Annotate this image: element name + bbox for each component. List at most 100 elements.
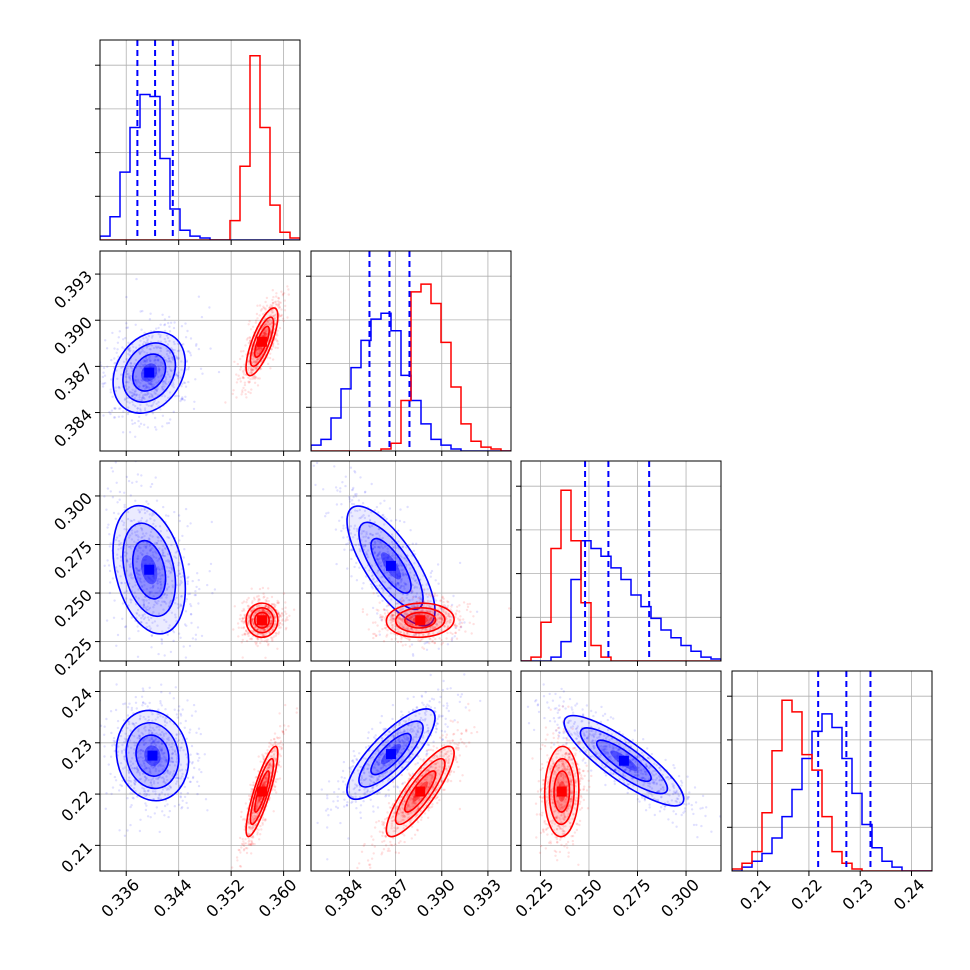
- scatter-point: [178, 784, 181, 787]
- scatter-point: [128, 779, 131, 782]
- panel-frame: [99, 250, 301, 452]
- scatter-point: [270, 322, 273, 325]
- scatter-point: [410, 616, 413, 619]
- scatter-point: [139, 408, 142, 412]
- scatter-point: [391, 626, 394, 629]
- scatter-point: [251, 629, 254, 633]
- scatter-point: [397, 582, 400, 585]
- scatter-point: [251, 357, 254, 360]
- scatter-point: [168, 809, 171, 813]
- scatter-point: [174, 355, 177, 358]
- scatter-point: [179, 722, 182, 725]
- scatter-point: [254, 611, 258, 614]
- scatter-point: [166, 769, 170, 772]
- scatter-point: [242, 626, 246, 629]
- scatter-point: [140, 581, 143, 584]
- scatter-point: [182, 381, 186, 384]
- scatter-point: [167, 321, 170, 325]
- scatter-point: [251, 377, 254, 381]
- scatter-point: [157, 708, 160, 711]
- scatter-point: [361, 608, 365, 611]
- scatter-point: [165, 353, 169, 356]
- scatter-point: [240, 641, 243, 644]
- scatter-point: [203, 753, 206, 756]
- scatter-point: [238, 377, 242, 380]
- scatter-point: [378, 557, 382, 560]
- scatter-point: [145, 520, 148, 523]
- scatter-point: [162, 551, 165, 554]
- scatter-point: [194, 590, 197, 593]
- scatter-point: [281, 623, 284, 626]
- scatter-point: [186, 580, 189, 583]
- scatter-point: [153, 378, 156, 381]
- scatter-point: [145, 500, 148, 503]
- scatter-point: [426, 616, 430, 619]
- scatter-point: [123, 737, 127, 740]
- scatter-point: [455, 609, 459, 612]
- scatter-point: [270, 348, 273, 351]
- scatter-point: [379, 565, 383, 568]
- scatter-point: [144, 363, 147, 366]
- scatter-point: [404, 557, 407, 560]
- scatter-point: [455, 624, 459, 628]
- scatter-point: [157, 340, 160, 343]
- scatter-point: [125, 397, 129, 400]
- scatter-point: [446, 625, 450, 628]
- scatter-point: [153, 603, 156, 607]
- scatter-point: [265, 605, 268, 608]
- scatter-point: [138, 385, 141, 388]
- scatter-point: [147, 601, 150, 605]
- scatter-point: [175, 372, 178, 376]
- scatter-point: [243, 383, 247, 387]
- scatter-point: [262, 608, 265, 612]
- scatter-point: [138, 425, 141, 428]
- scatter-point: [143, 511, 147, 515]
- scatter-point: [196, 572, 199, 575]
- scatter-point: [340, 529, 343, 533]
- scatter-point: [141, 585, 144, 589]
- scatter-point: [126, 560, 129, 563]
- scatter-point: [157, 326, 160, 330]
- scatter-point: [271, 636, 274, 639]
- scatter-point: [470, 632, 473, 635]
- scatter-point: [358, 517, 361, 520]
- scatter-point: [138, 778, 141, 781]
- scatter-point: [252, 360, 256, 364]
- scatter-point: [121, 519, 124, 523]
- scatter-point: [378, 601, 381, 604]
- scatter-point: [367, 536, 370, 539]
- scatter-point: [127, 406, 130, 409]
- scatter-point: [171, 760, 175, 764]
- scatter-point: [145, 555, 148, 558]
- scatter-point: [278, 736, 281, 739]
- scatter-point: [150, 634, 153, 637]
- scatter-point: [143, 605, 146, 608]
- scatter-point: [430, 593, 434, 596]
- scatter-point: [391, 614, 394, 617]
- scatter-point: [137, 508, 140, 512]
- scatter-point: [408, 616, 411, 619]
- scatter-point: [185, 360, 189, 363]
- scatter-point: [243, 373, 246, 376]
- scatter-point: [167, 585, 171, 588]
- scatter-point: [441, 618, 444, 621]
- scatter-point: [407, 544, 411, 547]
- scatter-point: [338, 519, 341, 522]
- scatter-point: [110, 731, 113, 735]
- scatter-point: [133, 518, 136, 522]
- scatter-point: [170, 369, 173, 373]
- scatter-point: [381, 627, 384, 631]
- scatter-point: [249, 827, 252, 831]
- scatter-point: [158, 558, 161, 561]
- scatter-point: [133, 748, 136, 751]
- scatter-point: [162, 368, 166, 371]
- scatter-point: [152, 782, 156, 785]
- scatter-point: [143, 397, 146, 401]
- scatter-point: [140, 508, 143, 511]
- scatter-point: [380, 541, 383, 545]
- scatter-point: [135, 480, 138, 483]
- scatter-point: [373, 540, 376, 543]
- scatter-point: [241, 391, 244, 394]
- scatter-point: [149, 543, 152, 546]
- scatter-point: [385, 571, 389, 574]
